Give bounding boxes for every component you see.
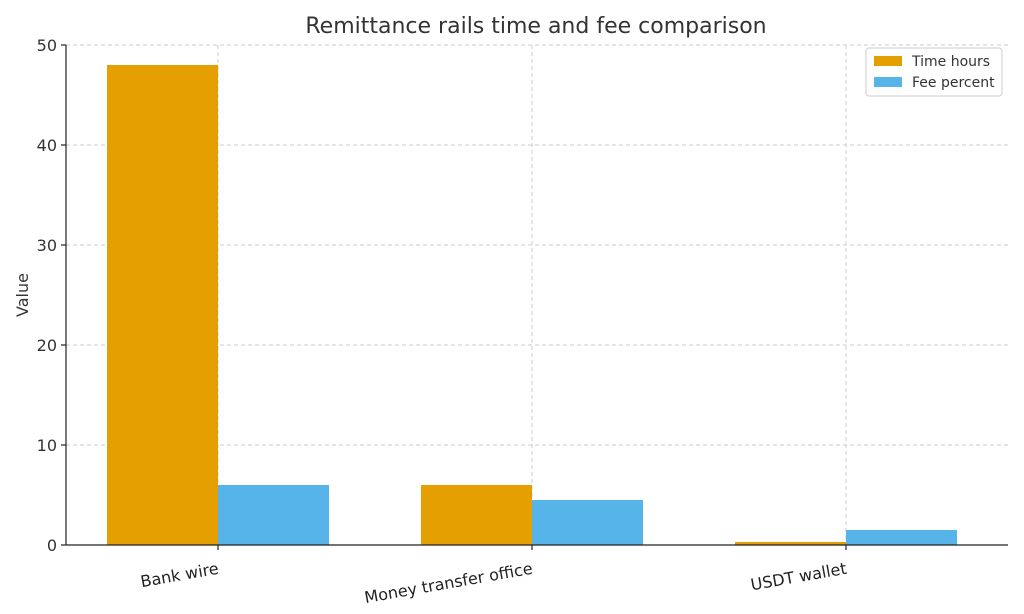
chart-title: Remittance rails time and fee comparison (305, 14, 766, 39)
y-tick-label: 20 (37, 336, 57, 355)
y-tick-label: 0 (47, 536, 57, 555)
y-axis-label: Value (13, 273, 32, 317)
x-ticks: Bank wire Money transfer office USDT walle… (139, 545, 848, 607)
bar-time-hours-2 (735, 542, 846, 545)
axes (65, 45, 1008, 546)
x-tick-label: USDT wallet (749, 559, 848, 595)
x-tick-label: Money transfer office (363, 559, 534, 607)
bar-fee-percent-1 (532, 500, 643, 545)
bar-fee-percent-0 (218, 485, 329, 545)
legend-label: Fee percent (912, 75, 995, 91)
bars (107, 65, 957, 545)
y-tick-label: 30 (37, 236, 57, 255)
y-tick-label: 10 (37, 436, 57, 455)
bar-time-hours-1 (421, 485, 532, 545)
y-tick-label: 40 (37, 136, 57, 155)
y-ticks: 0 10 20 30 40 50 (37, 36, 66, 555)
bar-time-hours-0 (107, 65, 218, 545)
y-tick-label: 50 (37, 36, 57, 55)
legend-swatch (874, 77, 902, 87)
legend-label: Time hours (911, 54, 990, 70)
legend: Time hours Fee percent (865, 47, 1003, 97)
x-tick-label: Bank wire (139, 559, 220, 591)
legend-swatch (874, 56, 902, 66)
bar-fee-percent-2 (846, 530, 957, 545)
